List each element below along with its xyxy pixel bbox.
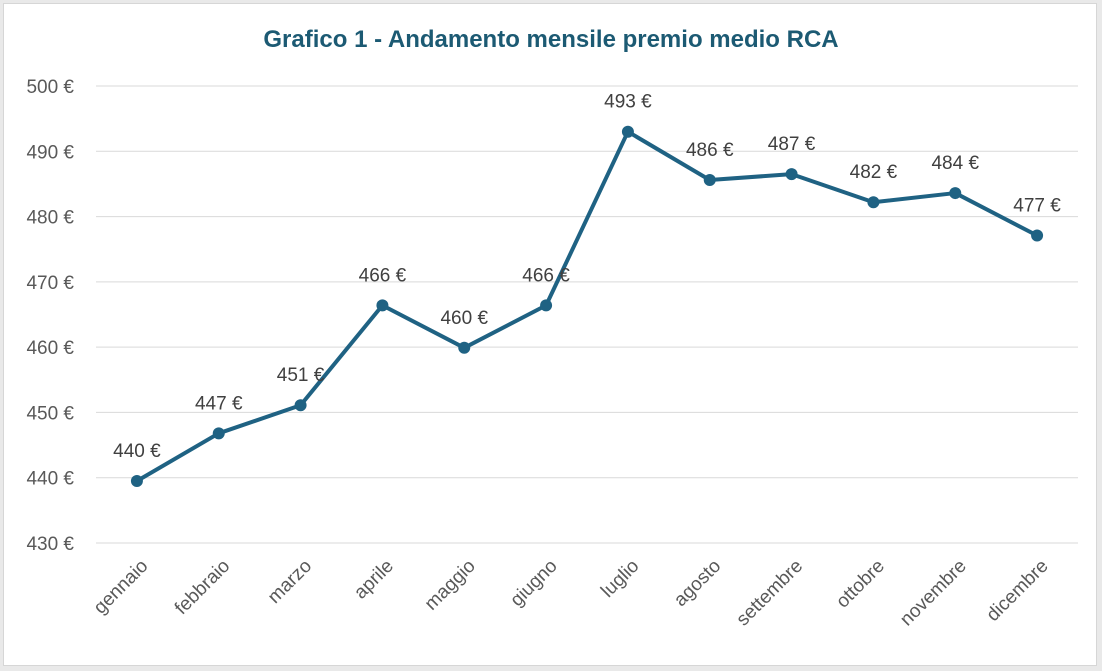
y-tick-label: 440 € (26, 469, 74, 490)
data-labels: 440 € 447 € 451 € 466 € 460 € 466 € 493 € 486 €… (113, 92, 1061, 462)
data-point (376, 299, 389, 312)
x-tick-label: ottobre (832, 556, 889, 613)
data-point (212, 427, 225, 440)
y-tick-label: 460 € (26, 338, 74, 359)
data-label: 466 € (359, 265, 407, 286)
x-tick-label: gennaio (90, 556, 153, 619)
data-point (785, 168, 798, 181)
series-line (130, 125, 1044, 487)
x-tick-label: luglio (597, 556, 643, 602)
y-tick-label: 490 € (26, 142, 74, 163)
data-label: 460 € (440, 308, 488, 329)
x-tick-label: maggio (421, 556, 480, 615)
y-tick-label: 480 € (26, 208, 74, 229)
data-label: 493 € (604, 92, 652, 113)
x-tick-label: agosto (670, 556, 725, 611)
x-tick-label: giugno (506, 556, 561, 611)
x-tick-label: dicembre (983, 556, 1053, 626)
data-label: 477 € (1013, 196, 1061, 217)
x-tick-label: marzo (264, 556, 316, 608)
data-label: 451 € (277, 365, 325, 386)
x-tick-label: novembre (896, 556, 971, 631)
x-tick-label: febbraio (171, 556, 234, 619)
data-point (458, 341, 471, 354)
y-tick-label: 450 € (26, 403, 74, 424)
data-point (949, 187, 962, 200)
x-tick-label: aprile (350, 556, 398, 604)
y-tick-label: 500 € (26, 77, 74, 98)
y-tick-label: 430 € (26, 534, 74, 555)
data-point (294, 399, 307, 412)
data-point (867, 196, 880, 209)
data-label: 484 € (931, 153, 979, 174)
series-polyline (134, 129, 1040, 483)
data-label: 447 € (195, 393, 243, 414)
data-label: 482 € (850, 162, 898, 183)
data-point (540, 299, 553, 312)
data-point (1031, 229, 1044, 242)
data-label: 440 € (113, 441, 161, 462)
data-label: 486 € (686, 140, 734, 161)
data-label: 466 € (522, 265, 570, 286)
y-axis: 430 € 440 € 450 € 460 € 470 € 480 € 490 € 500 € (26, 77, 74, 555)
y-tick-label: 470 € (26, 273, 74, 294)
x-tick-label: settembre (733, 556, 808, 631)
chart-frame: Grafico 1 - Andamento mensile premio med… (3, 3, 1097, 666)
data-point (621, 125, 634, 138)
x-axis: gennaio febbraio marzo aprile maggio giugno lu… (90, 556, 1053, 631)
chart-title: Grafico 1 - Andamento mensile premio med… (263, 26, 839, 53)
data-point (130, 474, 143, 487)
data-label: 487 € (768, 134, 816, 155)
data-point (703, 174, 716, 187)
